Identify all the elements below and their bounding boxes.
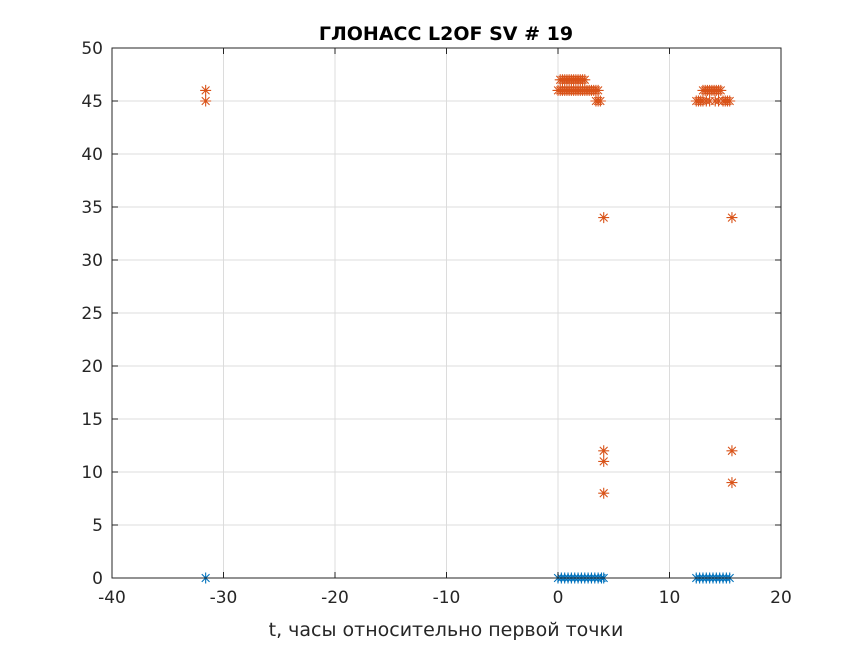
- data-point: [598, 212, 610, 224]
- y-tick-label: 20: [81, 357, 103, 377]
- data-point: [724, 95, 736, 107]
- x-tick-label: 0: [553, 588, 564, 608]
- y-tick-label: 25: [81, 304, 103, 324]
- data-point: [713, 95, 725, 107]
- x-tick-label: -40: [98, 588, 126, 608]
- y-tick-label: 40: [81, 145, 103, 165]
- x-tick-label: -20: [321, 588, 349, 608]
- chart-title: ГЛОНАСС L2OF SV # 19: [319, 23, 573, 45]
- x-axis-label: t, часы относительно первой точки: [269, 619, 624, 641]
- data-point: [715, 84, 727, 96]
- data-point: [579, 74, 591, 86]
- y-tick-label: 45: [81, 92, 103, 112]
- x-tick-label: 20: [770, 588, 792, 608]
- y-tick-label: 15: [81, 410, 103, 430]
- data-point: [704, 95, 716, 107]
- data-point: [598, 487, 610, 499]
- data-point: [726, 445, 738, 457]
- y-tick-label: 5: [92, 516, 103, 536]
- series-2: [200, 74, 738, 499]
- data-point: [598, 445, 610, 457]
- data-point: [594, 95, 606, 107]
- x-tick-label: -30: [210, 588, 238, 608]
- data-point: [590, 84, 602, 96]
- y-tick-label: 30: [81, 251, 103, 271]
- y-tick-label: 35: [81, 198, 103, 218]
- y-tick-label: 0: [92, 569, 103, 589]
- x-tick-label: -10: [433, 588, 461, 608]
- x-tick-label: 10: [659, 588, 681, 608]
- data-point: [726, 477, 738, 489]
- data-point: [200, 84, 212, 96]
- axis-ticks: -40 -30 -20 -10 0 10 20 0 5 10 15 20 25 30 35 40 45 50: [81, 39, 791, 608]
- data-point: [726, 212, 738, 224]
- data-point: [598, 455, 610, 467]
- grid: [112, 48, 781, 578]
- data-point: [200, 95, 212, 107]
- y-tick-label: 50: [81, 39, 103, 59]
- y-tick-label: 10: [81, 463, 103, 483]
